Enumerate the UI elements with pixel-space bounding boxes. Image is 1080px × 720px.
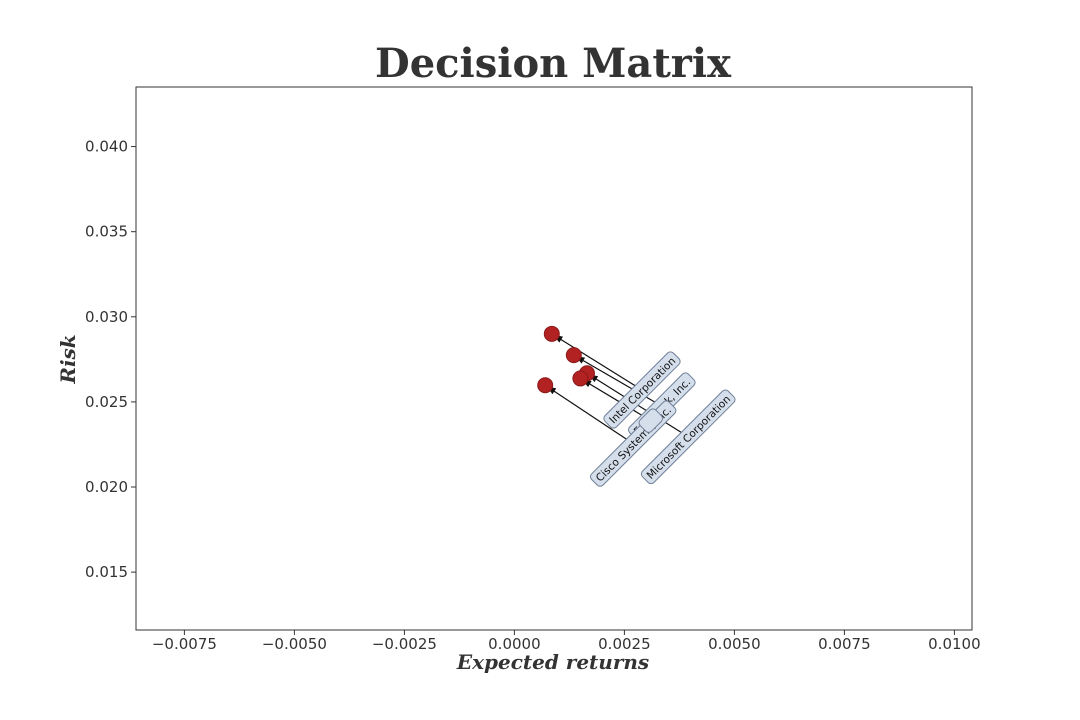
x-tick-label: 0.0050 (708, 635, 761, 653)
annotation-label-box (638, 408, 664, 433)
x-tick-label: −0.0050 (262, 635, 327, 653)
annotation-arrow-line (588, 373, 689, 438)
y-tick-label: 0.030 (85, 308, 128, 326)
y-axis-label: Risk (56, 334, 80, 384)
y-axis-ticks: 0.015 0.020 0.025 0.030 0.035 0.040 (85, 138, 136, 581)
annotation-label (638, 408, 664, 433)
y-tick-label: 0.020 (85, 478, 128, 496)
data-point (537, 377, 554, 394)
annotation-label-box (640, 389, 736, 485)
annotation-arrow-line (553, 334, 643, 391)
annotation-arrow-line (581, 378, 652, 422)
x-tick-label: 0.0075 (818, 635, 871, 653)
x-axis-ticks: −0.0075 −0.0050 −0.0025 0.0000 0.0025 0.0050 0… (152, 630, 981, 653)
y-tick-label: 0.025 (85, 393, 128, 411)
x-tick-label: 0.0100 (928, 635, 981, 653)
x-tick-label: −0.0075 (152, 635, 217, 653)
plot-area (135, 86, 973, 631)
y-tick-label: 0.015 (85, 563, 128, 581)
annotation-label-box (603, 351, 681, 429)
y-tick-label: 0.040 (85, 138, 128, 156)
x-tick-label: 0.0025 (598, 635, 651, 653)
annotation-arrow-line (546, 385, 634, 445)
data-point (543, 325, 560, 342)
y-tick-label: 0.035 (85, 223, 128, 241)
data-point (565, 347, 582, 364)
data-markers (537, 325, 595, 394)
annotation-arrow-line (575, 355, 663, 407)
data-point (572, 370, 589, 387)
chart-title: Decision Matrix (375, 40, 732, 87)
x-tick-label: −0.0025 (372, 635, 437, 653)
x-axis-label: Expected returns (456, 650, 649, 674)
x-tick-label: 0.0000 (488, 635, 541, 653)
